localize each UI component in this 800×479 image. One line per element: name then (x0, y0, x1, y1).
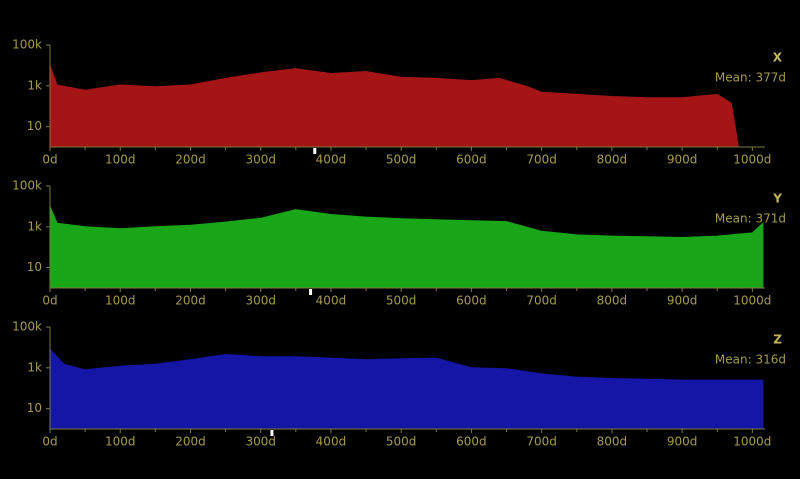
x-tick-label: 700d (526, 153, 557, 167)
x-tick-label: 900d (667, 294, 698, 308)
x-tick-label: 300d (245, 294, 276, 308)
y-tick-label: 1k (27, 360, 42, 374)
x-tick-label: 1000d (733, 294, 771, 308)
y-tick-label: 100k (12, 38, 42, 52)
x-tick-label: 1000d (733, 153, 771, 167)
x-tick-label: 500d (386, 435, 417, 449)
x-tick-label: 300d (245, 435, 276, 449)
x-tick-label: 900d (667, 153, 698, 167)
x-tick-label: 400d (316, 435, 347, 449)
x-tick-label: 600d (456, 435, 487, 449)
mean-label: Mean: 316d (715, 353, 786, 367)
x-tick-label: 0d (42, 294, 57, 308)
x-tick-label: 800d (597, 153, 628, 167)
area (49, 206, 764, 289)
mean-marker (270, 430, 274, 436)
area (49, 348, 764, 430)
x-tick-label: 1000d (733, 435, 771, 449)
x-tick-label: 500d (386, 153, 417, 167)
panel-title: Y (772, 192, 782, 206)
x-tick-label: 400d (316, 153, 347, 167)
x-tick-label: 0d (42, 153, 57, 167)
x-tick-label: 200d (175, 294, 206, 308)
y-tick-label: 10 (27, 119, 42, 133)
area (49, 65, 739, 148)
mean-label: Mean: 371d (715, 212, 786, 226)
x-tick-label: 700d (526, 435, 557, 449)
x-tick-label: 600d (456, 294, 487, 308)
y-tick-label: 100k (12, 320, 42, 334)
mean-marker (309, 289, 313, 295)
y-tick-label: 100k (12, 179, 42, 193)
x-tick-label: 0d (42, 435, 57, 449)
x-tick-label: 200d (175, 153, 206, 167)
x-tick-label: 800d (597, 435, 628, 449)
y-tick-label: 10 (27, 260, 42, 274)
x-tick-label: 900d (667, 435, 698, 449)
x-tick-label: 500d (386, 294, 417, 308)
y-tick-label: 1k (27, 78, 42, 92)
x-tick-label: 200d (175, 435, 206, 449)
x-tick-label: 300d (245, 153, 276, 167)
x-tick-label: 100d (105, 294, 136, 308)
x-tick-label: 700d (526, 294, 557, 308)
x-tick-label: 800d (597, 294, 628, 308)
panel-title: Z (773, 333, 782, 347)
x-tick-label: 600d (456, 153, 487, 167)
y-tick-label: 10 (27, 401, 42, 415)
mean-marker (313, 148, 317, 154)
y-tick-label: 1k (27, 219, 42, 233)
panel-title: X (773, 51, 783, 65)
mean-label: Mean: 377d (715, 71, 786, 85)
x-tick-label: 100d (105, 153, 136, 167)
x-tick-label: 400d (316, 294, 347, 308)
x-tick-label: 100d (105, 435, 136, 449)
